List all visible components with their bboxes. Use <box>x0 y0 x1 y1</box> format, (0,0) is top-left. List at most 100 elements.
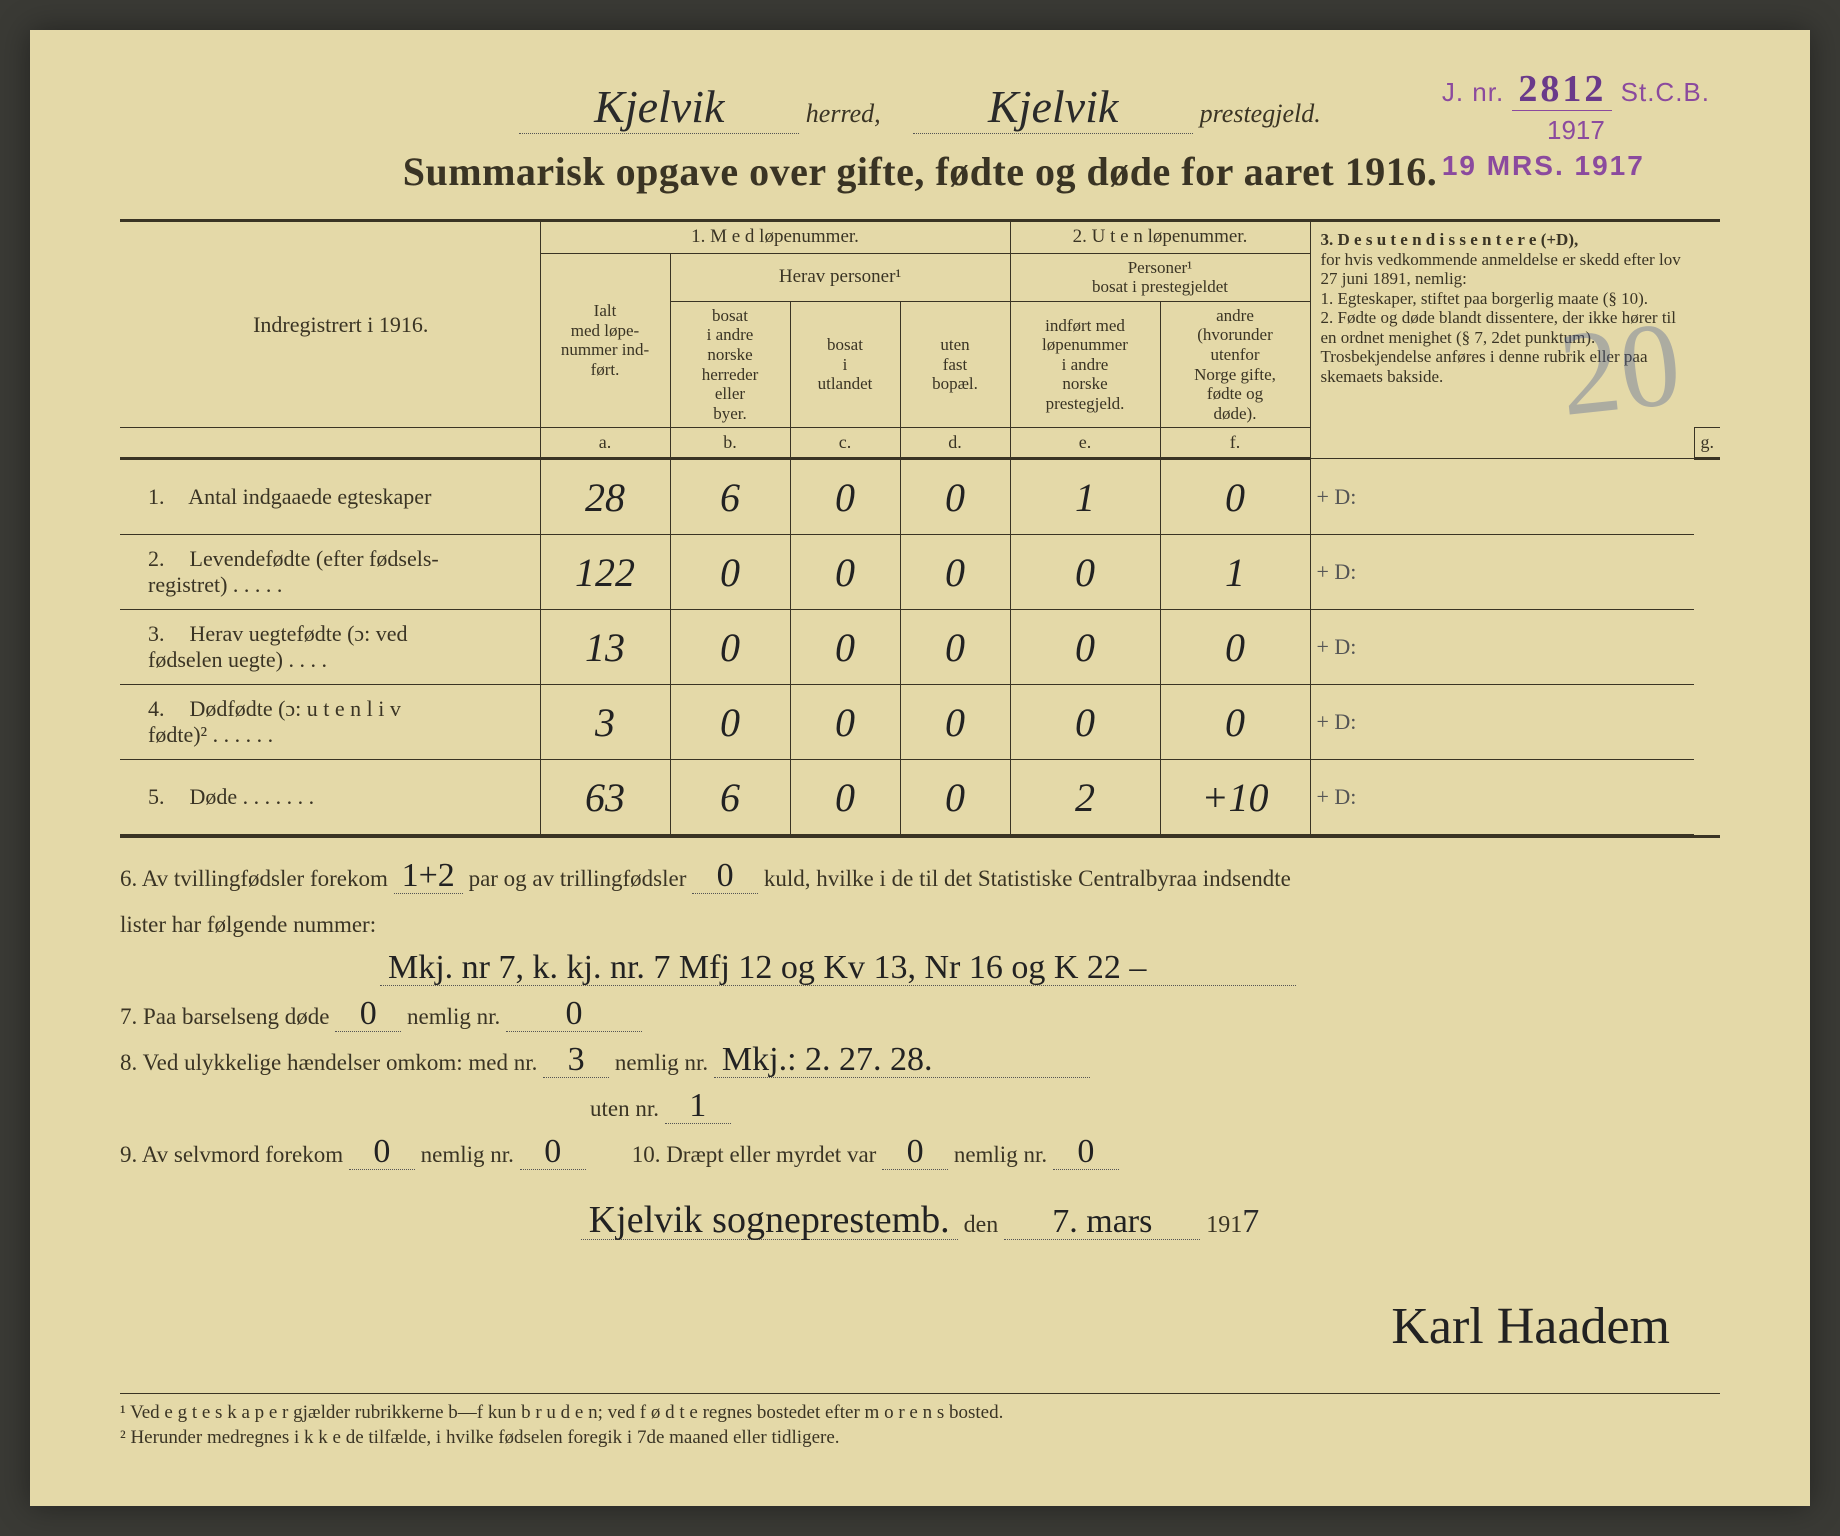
l8c: uten nr. <box>590 1096 659 1121</box>
herred-label: herred, <box>806 99 881 128</box>
l7a: 7. Paa barselseng døde <box>120 1004 330 1029</box>
summary-table: Indregistrert i 1916. 1. M e d løpenumme… <box>120 222 1720 835</box>
l6a: 6. Av tvillingfødsler forekom <box>120 866 388 891</box>
row-label: 3. Herav uegtefødte (ɔ: ved fødselen ueg… <box>120 610 540 685</box>
footnotes: ¹ Ved e g t e s k a p e r gjælder rubrik… <box>120 1393 1720 1451</box>
cell-d: 0 <box>900 760 1010 835</box>
twin-list: Mkj. nr 7, k. kj. nr. 7 Mfj 12 og Kv 13,… <box>380 951 1296 986</box>
cell-f: 0 <box>1160 459 1310 535</box>
cell-c: 0 <box>790 535 900 610</box>
table-row: Indregistrert i 1916. 1. M e d løpenumme… <box>120 222 1720 253</box>
cell-c: 0 <box>790 760 900 835</box>
l7v1: 0 <box>335 997 401 1032</box>
l10v1: 0 <box>882 1135 948 1170</box>
col-d-header: uten fast bopæl. <box>900 301 1010 427</box>
table-row: 2. Levendefødte (efter fødsels- registre… <box>120 535 1720 610</box>
col-b-header: bosat i andre norske herreder eller byer… <box>670 301 790 427</box>
footnote-1: ¹ Ved e g t e s k a p e r gjælder rubrik… <box>120 1400 1720 1426</box>
line-8c: uten nr. 1 <box>590 1086 1720 1132</box>
receipt-stamp: J. nr. 2812 St.C.B. 1917 19 MRS. 1917 <box>1442 65 1710 185</box>
col-letter: e. <box>1010 428 1160 459</box>
l9b: nemlig nr. <box>421 1142 514 1167</box>
sig-den: den <box>964 1212 999 1238</box>
l6c: kuld, hvilke i de til det Statistiske Ce… <box>764 866 1291 891</box>
signature-line: Kjelvik sogneprestemb. den 7. mars 1917 <box>120 1188 1720 1256</box>
col-letter: c. <box>790 428 900 459</box>
l9v1: 0 <box>349 1135 415 1170</box>
cell-g: + D: <box>1310 685 1694 760</box>
herav-header: Herav personer¹ <box>670 253 1010 301</box>
indreg-label: Indregistrert i 1916. <box>120 222 540 428</box>
l8v2: Mkj.: 2. 27. 28. <box>714 1043 1090 1078</box>
cell-b: 6 <box>670 459 790 535</box>
sig-year: 7 <box>1242 1203 1259 1240</box>
cell-b: 6 <box>670 760 790 835</box>
table-row: 5. Døde . . . . . . .636002+10+ D: <box>120 760 1720 835</box>
stamp-jnr-prefix: J. nr. <box>1442 77 1504 107</box>
stamp-jnr-number: 2812 <box>1512 68 1612 111</box>
cell-g: + D: <box>1310 760 1694 835</box>
cell-e: 1 <box>1010 459 1160 535</box>
col-c-header: bosat i utlandet <box>790 301 900 427</box>
l8a: 8. Ved ulykkelige hændelser omkom: med n… <box>120 1050 537 1075</box>
cell-d: 0 <box>900 610 1010 685</box>
cell-d: 0 <box>900 685 1010 760</box>
cell-c: 0 <box>790 685 900 760</box>
l10b: nemlig nr. <box>954 1142 1047 1167</box>
line-8: 8. Ved ulykkelige hændelser omkom: med n… <box>120 1040 1720 1086</box>
l6d: lister har følgende nummer: <box>120 912 376 937</box>
l7b: nemlig nr. <box>407 1004 500 1029</box>
cell-f: 1 <box>1160 535 1310 610</box>
stamp-dept: St.C.B. <box>1621 77 1710 107</box>
cell-c: 0 <box>790 459 900 535</box>
footnote-2: ² Herunder medregnes i k k e de tilfælde… <box>120 1425 1720 1451</box>
cell-e: 0 <box>1010 535 1160 610</box>
l8b: nemlig nr. <box>615 1050 708 1075</box>
cell-b: 0 <box>670 685 790 760</box>
cell-e: 2 <box>1010 760 1160 835</box>
cell-g: + D: <box>1310 535 1694 610</box>
cell-f: 0 <box>1160 610 1310 685</box>
stamp-year: 1917 <box>1442 114 1710 148</box>
col-f-header: andre (hvorunder utenfor Norge gifte, fø… <box>1160 301 1310 427</box>
prestegjeld-value: Kjelvik <box>913 80 1193 134</box>
l9a: 9. Av selvmord forekom <box>120 1142 343 1167</box>
sig-year-prefix: 191 <box>1206 1212 1242 1238</box>
row-label: 4. Dødfødte (ɔ: u t e n l i v fødte)² . … <box>120 685 540 760</box>
group1-header: 1. M e d løpenummer. <box>540 222 1010 253</box>
l7v2: 0 <box>506 997 642 1032</box>
cell-a: 122 <box>540 535 670 610</box>
col-a-header: Ialt med løpe- nummer ind- ført. <box>540 253 670 427</box>
cell-b: 0 <box>670 610 790 685</box>
document-paper: J. nr. 2812 St.C.B. 1917 19 MRS. 1917 20… <box>30 30 1810 1506</box>
line-6: 6. Av tvillingfødsler forekom 1+2 par og… <box>120 856 1720 902</box>
group2-header: 2. U t e n løpenummer. <box>1010 222 1310 253</box>
cell-e: 0 <box>1010 610 1160 685</box>
group3-body: for hvis vedkommende anmeldelse er skedd… <box>1321 250 1681 386</box>
col-letter: g. <box>1694 428 1720 459</box>
col-letter: f. <box>1160 428 1310 459</box>
table-row: 1. Antal indgaaede egteskaper2860010+ D: <box>120 459 1720 535</box>
col-letter: a. <box>540 428 670 459</box>
row-label: 2. Levendefødte (efter fødsels- registre… <box>120 535 540 610</box>
cell-g: + D: <box>1310 459 1694 535</box>
cell-f: +10 <box>1160 760 1310 835</box>
stamp-received-date: 19 MRS. 1917 <box>1442 148 1710 184</box>
l9v2: 0 <box>520 1135 586 1170</box>
herred-value: Kjelvik <box>519 80 799 134</box>
signature: Karl Haadem <box>1391 1297 1670 1356</box>
cell-a: 13 <box>540 610 670 685</box>
row-label: 1. Antal indgaaede egteskaper <box>120 459 540 535</box>
cell-a: 63 <box>540 760 670 835</box>
cell-a: 3 <box>540 685 670 760</box>
l8v1: 3 <box>543 1043 609 1078</box>
col-letter: d. <box>900 428 1010 459</box>
cell-f: 0 <box>1160 685 1310 760</box>
group3-title: 3. D e s u t e n d i s s e n t e r e (+D… <box>1321 230 1579 249</box>
prestegjeld-label: prestegjeld. <box>1200 99 1321 128</box>
twin-count: 1+2 <box>394 859 463 894</box>
table-row: 4. Dødfødte (ɔ: u t e n l i v fødte)² . … <box>120 685 1720 760</box>
l8v3: 1 <box>665 1089 731 1124</box>
line-7: 7. Paa barselseng døde 0 nemlig nr. 0 <box>120 994 1720 1040</box>
rule-bottom <box>120 835 1720 838</box>
